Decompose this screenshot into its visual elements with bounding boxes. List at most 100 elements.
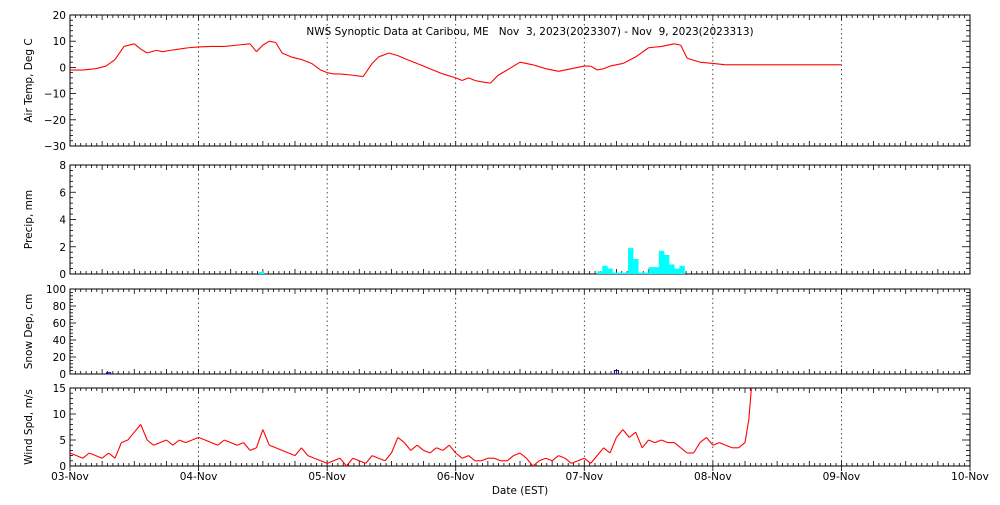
wind-speed-segment xyxy=(429,447,437,454)
wind-speed-ylabel: Wind Spd, m/s xyxy=(23,389,35,465)
wind-speed-segment xyxy=(243,442,251,451)
wind-speed-segment xyxy=(166,439,174,446)
wind-speed-segment xyxy=(108,452,116,459)
wind-speed-ytick-label: 0 xyxy=(59,461,66,473)
precip-bar xyxy=(664,254,670,274)
air-temp-segment xyxy=(156,49,163,53)
wind-speed-segment xyxy=(564,457,572,464)
wind-speed-segment xyxy=(114,442,122,459)
precip-bar xyxy=(653,267,660,274)
air-temp-segment xyxy=(133,43,142,50)
wind-speed-segment xyxy=(172,439,180,446)
precip-bar xyxy=(633,259,639,274)
air-temp-segment xyxy=(635,47,649,58)
air-temp-ytick-label: −10 xyxy=(44,89,66,101)
wind-speed-segment xyxy=(269,444,276,449)
precip-bar xyxy=(674,268,680,274)
air-temp-segment xyxy=(249,43,257,53)
precip-bar xyxy=(617,272,624,274)
air-temp-segment xyxy=(162,49,171,53)
wind-speed-segment xyxy=(539,457,546,462)
snow-depth-bar xyxy=(613,370,619,375)
air-temp-segment xyxy=(674,43,681,46)
air-temp-segment xyxy=(680,44,688,59)
wind-speed-segment xyxy=(481,457,489,462)
wind-speed-segment xyxy=(748,387,752,420)
wind-speed-ytick-label: 10 xyxy=(53,409,66,421)
wind-speed-segment xyxy=(699,436,707,444)
snow-depth-panel: Snow Dep, cm 100 80 60 40 20 0 xyxy=(23,284,971,381)
air-temp-segment xyxy=(362,63,373,77)
wind-speed-segment xyxy=(333,457,341,462)
air-temp-segment xyxy=(275,42,283,54)
wind-speed-segment xyxy=(185,439,193,444)
wind-speed-ytick-label: 15 xyxy=(53,383,66,395)
air-temp-segment xyxy=(558,68,572,72)
air-temp-segment xyxy=(95,65,107,70)
wind-speed-segment xyxy=(262,429,270,446)
wind-speed-segment xyxy=(641,439,649,449)
precip-bar xyxy=(597,271,603,274)
air-temp-segment xyxy=(291,56,302,61)
air-temp-ytick-label: −30 xyxy=(44,141,66,153)
wind-speed-segment xyxy=(236,442,244,446)
wind-speed-segment xyxy=(159,439,167,444)
wind-speed-segment xyxy=(577,457,585,462)
precip-bar xyxy=(259,271,265,274)
precip-bar xyxy=(622,272,629,274)
chart-title: NWS Synoptic Data at Caribou, ME Nov 3, … xyxy=(306,26,753,38)
wind-speed-segment xyxy=(179,439,186,444)
air-temp-segment xyxy=(256,44,264,53)
air-temp-ytick-label: 0 xyxy=(59,62,66,74)
air-temp-segment xyxy=(455,77,463,82)
wind-speed-segment xyxy=(390,437,399,454)
x-tick-label: 05-Nov xyxy=(308,471,346,483)
wind-speed-segment xyxy=(680,447,688,454)
air-temp-segment xyxy=(571,65,585,70)
wind-speed-segment xyxy=(661,439,669,444)
precip-bar xyxy=(643,272,649,274)
wind-speed-segment xyxy=(635,431,643,449)
precip-bar xyxy=(638,272,644,274)
wind-speed-segment xyxy=(288,452,296,457)
wind-speed-ytick-label: 5 xyxy=(59,435,66,447)
wind-speed-segment xyxy=(397,436,405,444)
air-temp-segment xyxy=(686,57,701,63)
wind-speed-panel: Wind Spd, m/s 15 10 5 0 xyxy=(23,383,971,473)
air-temp-ylabel: Air Temp, Deg C xyxy=(23,38,35,122)
air-temp-segment xyxy=(532,64,546,70)
wind-speed-segment xyxy=(455,452,463,459)
air-temp-segment xyxy=(170,48,180,51)
wind-speed-segment xyxy=(706,437,714,446)
air-temp-segment xyxy=(179,47,189,50)
wind-speed-segment xyxy=(294,447,302,456)
wind-speed-segment xyxy=(616,429,624,438)
wind-speed-segment xyxy=(423,449,431,454)
wind-speed-segment xyxy=(378,457,386,462)
x-axis: 03-Nov 04-Nov 05-Nov 06-Nov 07-Nov 08-Nov 09-N… xyxy=(51,466,989,483)
wind-speed-segment xyxy=(314,457,321,462)
air-temp-segment xyxy=(622,56,636,64)
air-temp-segment xyxy=(237,43,251,46)
precip-bar xyxy=(669,264,675,274)
wind-speed-segment xyxy=(448,444,457,454)
air-temp-segment xyxy=(388,52,399,57)
x-tick-label: 04-Nov xyxy=(180,471,218,483)
wind-speed-segment xyxy=(346,457,354,467)
precip-ytick-label: 6 xyxy=(59,187,66,199)
air-temp-segment xyxy=(490,74,499,84)
x-tick-label: 08-Nov xyxy=(694,471,732,483)
wind-speed-segment xyxy=(654,439,662,444)
wind-speed-segment xyxy=(410,444,418,451)
wind-speed-segment xyxy=(442,444,450,451)
wind-speed-segment xyxy=(725,444,733,449)
wind-speed-segment xyxy=(211,442,219,446)
precip-bar xyxy=(658,250,665,274)
air-temp-segment xyxy=(497,69,508,76)
snow-depth-ytick-label: 100 xyxy=(46,284,66,296)
wind-speed-segment xyxy=(191,436,199,441)
wind-speed-segment xyxy=(230,442,238,446)
precip-panel: Precip, mm 8 6 4 2 0 xyxy=(23,160,971,281)
wind-speed-segment xyxy=(365,455,373,464)
